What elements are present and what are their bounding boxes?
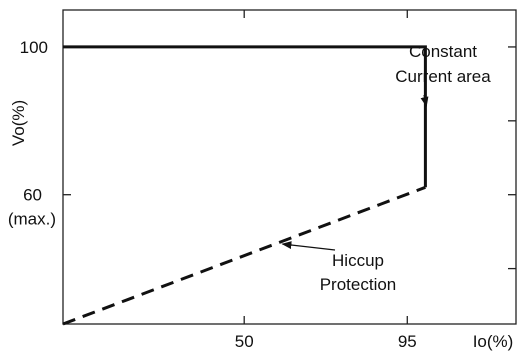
y-axis-label: Vo(%) [9, 100, 28, 146]
annotation-arrow [281, 241, 336, 251]
annotations-group [281, 94, 429, 251]
annotation-label: Current area [395, 67, 491, 86]
hiccup-protection-line [62, 185, 426, 326]
x-tick-label: 95 [398, 332, 417, 351]
x-axis-label: Io(%) [473, 332, 514, 351]
y-tick-sublabel: (max.) [8, 210, 56, 229]
constant-current-line [63, 45, 427, 188]
y-tick-label: 60 [23, 186, 42, 205]
x-tick-label: 50 [235, 332, 254, 351]
annotation-label: Protection [320, 275, 397, 294]
annotation-label: Constant [409, 42, 477, 61]
annotation-arrow [420, 94, 429, 108]
annotation-label: Hiccup [332, 251, 384, 270]
plot-frame [62, 9, 517, 325]
y-tick-label: 100 [20, 38, 48, 57]
series-group [62, 45, 427, 326]
